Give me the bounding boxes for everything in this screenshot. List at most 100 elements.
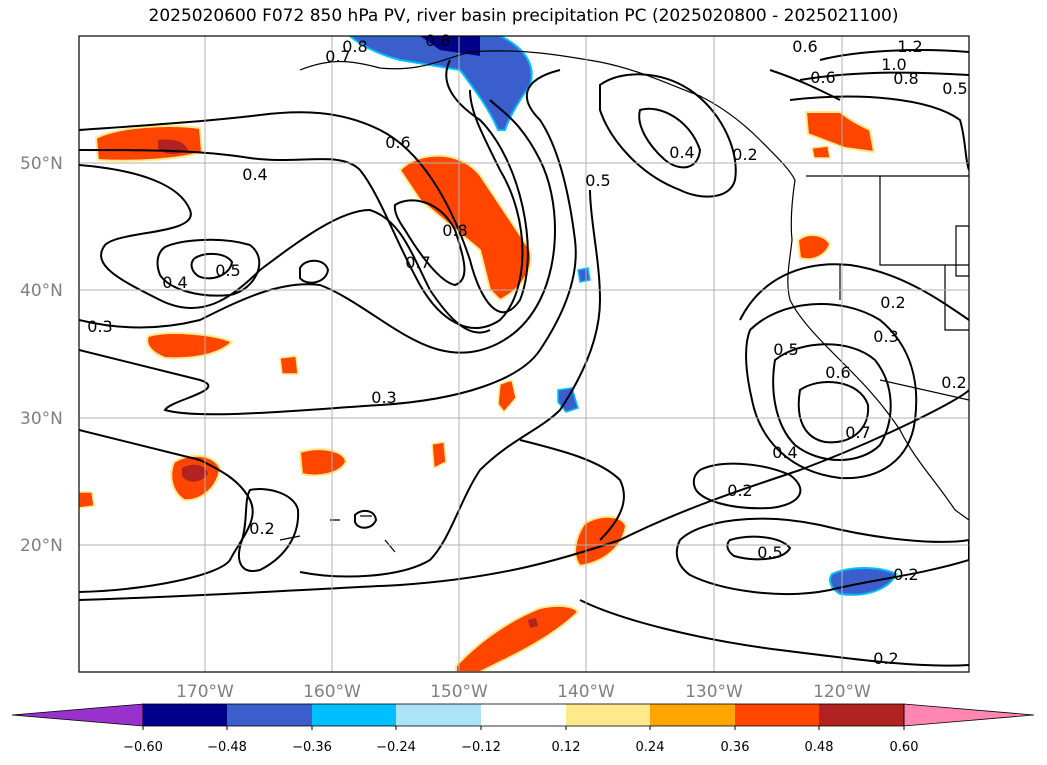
precip-patch xyxy=(398,154,532,302)
lat-label: 50°N xyxy=(20,154,63,174)
lon-label: 150°W xyxy=(430,682,488,702)
contour-label: 0.2 xyxy=(873,649,898,668)
pv-contour xyxy=(739,263,969,321)
map-title: 2025020600 F072 850 hPa PV, river basin … xyxy=(148,6,899,26)
pv-contours xyxy=(79,49,969,667)
precip-patch xyxy=(455,604,580,672)
contour-labels: 0.8 0.7 0.8 0.6 0.4 0.8 0.7 0.5 0.4 0.3 … xyxy=(87,31,967,668)
colorbar-tick-label: 0.12 xyxy=(552,740,581,755)
contour-label: 0.5 xyxy=(215,261,240,280)
contour-label: 0.5 xyxy=(757,543,782,562)
colorbar-segment xyxy=(481,704,566,726)
colorbar-tick-label: −0.60 xyxy=(123,740,163,755)
precip-positive-shading xyxy=(79,111,876,672)
contour-label: 0.3 xyxy=(873,327,898,346)
lat-label: 30°N xyxy=(20,409,63,429)
precip-patch xyxy=(829,567,898,596)
precip-patch xyxy=(146,332,234,360)
colorbar-outline xyxy=(142,703,905,727)
colorbar-segment xyxy=(312,704,396,726)
contour-label: 0.2 xyxy=(249,519,274,538)
precip-patch xyxy=(796,234,832,261)
pv-contour xyxy=(726,535,792,561)
precip-patch xyxy=(574,515,628,568)
lon-label: 170°W xyxy=(176,682,234,702)
contour-label: 0.3 xyxy=(87,317,112,336)
precip-patch xyxy=(79,491,95,509)
contour-label: 0.7 xyxy=(405,253,430,272)
contour-label: 0.8 xyxy=(442,221,467,240)
colorbar-segment xyxy=(566,704,650,726)
contour-label: 0.2 xyxy=(941,373,966,392)
lon-label: 120°W xyxy=(813,682,871,702)
contour-label: 0.5 xyxy=(942,79,967,98)
lat-label: 20°N xyxy=(20,536,63,556)
pv-contour xyxy=(769,69,841,101)
contour-label: 0.8 xyxy=(893,69,918,88)
pv-contour xyxy=(79,99,556,354)
pv-contour xyxy=(772,343,892,461)
precip-patch xyxy=(431,441,447,470)
contour-label: 1.2 xyxy=(897,37,922,56)
colorbar xyxy=(11,703,1035,730)
lon-label: 140°W xyxy=(557,682,615,702)
contour-label: 0.2 xyxy=(880,293,905,312)
precip-patch xyxy=(497,379,517,414)
pv-contour xyxy=(79,59,529,314)
map-content xyxy=(79,36,969,672)
contour-label: 0.8 xyxy=(342,37,367,56)
colorbar-tick-label: −0.36 xyxy=(292,740,332,755)
colorbar-tick-label: 0.60 xyxy=(890,740,919,755)
pv-contour xyxy=(156,238,261,297)
contour-label: 0.3 xyxy=(371,388,396,407)
pv-contour xyxy=(79,69,577,416)
pv-contour xyxy=(79,164,491,334)
gridlines xyxy=(79,36,969,672)
contour-label: 0.6 xyxy=(385,133,410,152)
contour-label: 0.2 xyxy=(727,481,752,500)
lon-label: 160°W xyxy=(303,682,361,702)
colorbar-tick-label: 0.24 xyxy=(636,740,665,755)
pv-contour xyxy=(579,599,969,667)
colorbar-tick-labels: −0.60 −0.48 −0.36 −0.24 −0.12 0.12 0.24 … xyxy=(123,740,918,755)
lat-label: 40°N xyxy=(20,281,63,301)
contour-label: 0.2 xyxy=(893,565,918,584)
pv-contour xyxy=(354,509,378,529)
precip-patch xyxy=(420,36,480,56)
pv-contour xyxy=(797,381,870,444)
colorbar-tick-label: −0.12 xyxy=(461,740,501,755)
precip-patch xyxy=(279,355,299,375)
contour-label: 1.0 xyxy=(881,55,906,74)
precip-patch xyxy=(348,36,533,131)
pv-contour xyxy=(79,429,254,593)
precip-patch xyxy=(528,618,538,628)
pv-contour xyxy=(638,107,702,169)
lon-label: 130°W xyxy=(685,682,743,702)
contour-label: 0.6 xyxy=(810,68,835,87)
colorbar-tick-label: 0.48 xyxy=(805,740,834,755)
contour-label: 0.7 xyxy=(325,47,350,66)
map-background xyxy=(79,36,969,672)
colorbar-tick-label: 0.36 xyxy=(721,740,750,755)
map-frame xyxy=(78,35,970,673)
coastline xyxy=(279,50,969,553)
contour-label: 0.5 xyxy=(585,171,610,190)
pv-contour xyxy=(519,439,625,541)
precip-patch xyxy=(94,125,204,162)
contour-label: 0.2 xyxy=(732,145,757,164)
contour-label: 0.4 xyxy=(242,165,267,184)
contour-label: 0.5 xyxy=(773,340,798,359)
colorbar-tick-label: −0.24 xyxy=(376,740,416,755)
pv-contour xyxy=(819,49,969,61)
pv-contour xyxy=(692,462,802,510)
colorbar-segment xyxy=(396,704,481,726)
pv-contour xyxy=(79,89,524,329)
colorbar-segment xyxy=(650,704,735,726)
colorbar-extend-max xyxy=(903,703,1035,727)
pv-contour xyxy=(745,303,918,480)
colorbar-tick-label: −0.48 xyxy=(207,740,247,755)
colorbar-segment xyxy=(227,704,312,726)
contour-label: 0.4 xyxy=(772,443,797,462)
pv-contour xyxy=(299,259,330,284)
